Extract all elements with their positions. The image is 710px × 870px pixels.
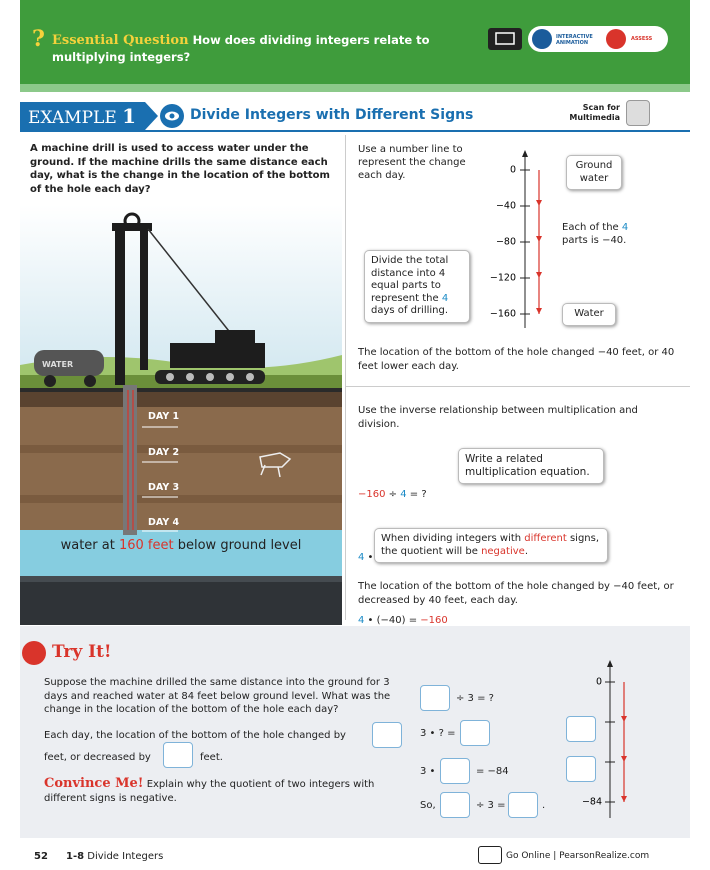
try-equation: So,: [420, 800, 436, 811]
day-label: DAY 3: [148, 482, 179, 493]
text-part: −160: [420, 615, 447, 626]
lesson-number: 1-8: [66, 851, 84, 862]
text-part: Each of the: [562, 222, 622, 233]
text-part: Divide the total distance into 4 equal p…: [371, 255, 452, 304]
text-part: .: [525, 546, 528, 557]
media-badges[interactable]: INTERACTIVE ANIMATION ASSESS: [528, 26, 668, 52]
text-part: negative: [481, 546, 525, 557]
number-line-label: 0: [510, 165, 516, 176]
header-strip: [20, 84, 690, 92]
note-water: Water: [562, 303, 616, 326]
answer-box[interactable]: [420, 685, 450, 711]
step-divider: [345, 386, 690, 387]
convince: Convince Me! Explain why the quotient of…: [44, 776, 404, 805]
text-part: 160 feet: [119, 538, 174, 553]
try-equation: .: [542, 800, 545, 811]
lesson: 1-8 Divide Integers: [66, 851, 163, 862]
answer-box[interactable]: [163, 742, 193, 768]
equation-note: Write a related multiplication equation.: [458, 448, 604, 484]
scan-text: Scan for Multimedia: [560, 103, 620, 122]
note-divide: Divide the total distance into 4 equal p…: [364, 250, 470, 323]
page: ? Essential Question How does dividing i…: [0, 0, 710, 870]
text-part: water at: [61, 538, 119, 553]
try-equation: 3 •: [420, 766, 435, 777]
try-it-title: Try It!: [52, 642, 111, 662]
number-line-label: 0: [596, 677, 602, 688]
note-ground: Ground water: [566, 155, 622, 190]
number-line-label: −40: [496, 201, 516, 212]
example-label: EXAMPLE 1: [28, 104, 136, 128]
scan-icon[interactable]: [626, 100, 650, 126]
step1: Use a number line to represent the chang…: [358, 143, 473, 182]
question-label: Essential Question: [52, 33, 189, 48]
try-answer: Each day, the location of the bottom of …: [44, 730, 346, 741]
try-it-icon: [22, 641, 46, 665]
badge-animation[interactable]: INTERACTIVE ANIMATION: [556, 34, 596, 46]
illustration: WATER DAY 1 DAY 2 DAY 3 DAY 4: [20, 205, 342, 625]
try-answer: feet.: [200, 752, 223, 763]
number-line-label: −160: [490, 309, 516, 320]
online-icon: [478, 846, 502, 864]
text-part: • (−40) =: [364, 615, 420, 626]
number-line-label: −120: [490, 273, 516, 284]
answer-box[interactable]: [440, 758, 470, 784]
example-title: Divide Integers with Different Signs: [190, 107, 473, 123]
online-badge: [488, 28, 522, 50]
equation: −160 ÷ 4 = ?: [358, 484, 464, 505]
answer-box[interactable]: [372, 722, 402, 748]
try-equation: 3 • ? =: [420, 728, 455, 739]
go-online[interactable]: Go Online | PearsonRealize.com: [506, 851, 649, 861]
result1: The location of the bottom of the hole c…: [358, 346, 678, 373]
try-equation: = −84: [476, 766, 509, 777]
question-icon: ?: [32, 26, 45, 52]
answer-box[interactable]: [460, 720, 490, 746]
number-line-label: −84: [582, 797, 602, 808]
essential-question: Essential Question How does dividing int…: [52, 32, 432, 65]
answer-box[interactable]: [508, 792, 538, 818]
badge-assess[interactable]: ASSESS: [631, 36, 652, 42]
answer-box[interactable]: [440, 792, 470, 818]
number-line-label: −80: [496, 237, 516, 248]
day-label: DAY 2: [148, 447, 179, 458]
page-number: 52: [34, 851, 48, 862]
column-divider: [345, 135, 346, 620]
problem: A machine drill is used to access water …: [30, 142, 330, 196]
day-label: DAY 4: [148, 517, 180, 528]
try-equation: ÷ 3 =: [476, 800, 505, 811]
text-part: When dividing integers with: [381, 533, 524, 544]
try-problem: Suppose the machine drilled the same dis…: [44, 676, 410, 717]
result2: The location of the bottom of the hole c…: [358, 580, 683, 607]
text-part: below ground level: [174, 538, 302, 553]
answer-box[interactable]: [566, 716, 596, 742]
text-part: different: [524, 533, 566, 544]
lesson-title: Divide Integers: [87, 851, 163, 862]
text-part: = ?: [407, 489, 427, 500]
number-line: 0 −40 −80 −120 −160: [480, 150, 560, 330]
rule-note: When dividing integers with different si…: [374, 528, 608, 563]
try-answer: feet, or decreased by: [44, 752, 151, 763]
day-label: DAY 1: [148, 411, 179, 422]
text-part: ÷: [385, 489, 400, 500]
try-equation: ÷ 3 = ?: [456, 693, 494, 704]
note-parts: Each of the 4 parts is −40.: [562, 222, 632, 247]
text-part: −160: [358, 489, 385, 500]
caption: water at 160 feet below ground level: [20, 538, 342, 553]
truck-label: WATER: [42, 360, 73, 369]
step2: Use the inverse relationship between mul…: [358, 404, 678, 431]
answer-box[interactable]: [566, 756, 596, 782]
example-word: EXAMPLE: [28, 108, 117, 128]
convince-label: Convince Me!: [44, 776, 144, 791]
example-number: 1: [122, 104, 136, 128]
